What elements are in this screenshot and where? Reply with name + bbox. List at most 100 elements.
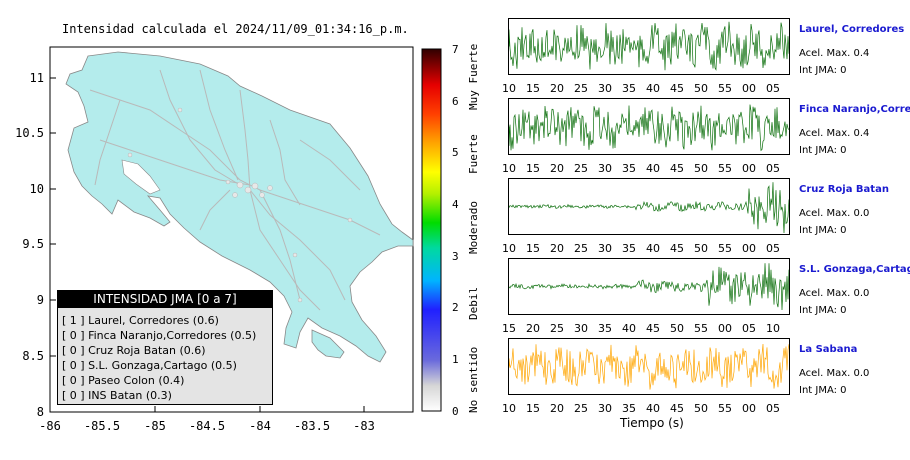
time-tick: 20 <box>550 162 564 175</box>
time-tick: 00 <box>742 242 756 255</box>
page-title: Intensidad calculada el 2024/11/09_01:34… <box>62 22 409 36</box>
time-tick: 05 <box>742 322 756 335</box>
lat-tick: 10.5 <box>15 126 44 140</box>
time-tick: 45 <box>670 242 684 255</box>
time-tick: 25 <box>574 82 588 95</box>
trace-time-ticks: 10 15 20 25 30 35 40 45 50 55 00 05 <box>500 402 800 415</box>
time-tick: 20 <box>550 82 564 95</box>
legend-row: [ 0 ] INS Batan (0.3) <box>62 389 172 402</box>
station-accel: Acel. Max. 0.4 <box>799 128 870 139</box>
colorbar-tick: 0 <box>452 405 459 418</box>
station-name: S.L. Gonzaga,Cartago <box>799 264 910 275</box>
time-tick: 50 <box>694 82 708 95</box>
station-jma: Int JMA: 0 <box>799 385 847 396</box>
time-tick: 35 <box>622 242 636 255</box>
time-tick: 50 <box>670 322 684 335</box>
time-tick: 35 <box>622 402 636 415</box>
trace-panel <box>508 258 790 315</box>
lon-tick: -85 <box>144 419 166 433</box>
station-accel: Acel. Max. 0.4 <box>799 48 870 59</box>
time-tick: 15 <box>526 242 540 255</box>
time-tick: 00 <box>742 82 756 95</box>
legend-row: [ 0 ] Paseo Colon (0.4) <box>62 374 185 387</box>
time-tick: 10 <box>766 322 780 335</box>
station-jma: Int JMA: 0 <box>799 225 847 236</box>
colorbar-tick: 5 <box>452 146 459 159</box>
time-tick: 55 <box>718 402 732 415</box>
time-tick: 30 <box>598 162 612 175</box>
lat-tick: 11 <box>30 71 44 85</box>
lat-axis: 11 10.5 10 9.5 9 8.5 8 <box>15 71 56 419</box>
waveform-line <box>509 104 789 152</box>
time-tick: 45 <box>670 82 684 95</box>
lon-tick: -84.5 <box>189 419 225 433</box>
station-name: Laurel, Corredores <box>799 24 905 35</box>
time-tick: 05 <box>766 162 780 175</box>
trace-panel <box>508 98 790 155</box>
waveform <box>509 182 789 234</box>
time-tick: 00 <box>742 162 756 175</box>
time-tick: 35 <box>598 322 612 335</box>
trace-panel <box>508 338 790 395</box>
time-tick: 30 <box>574 322 588 335</box>
waveform <box>509 343 789 390</box>
waveform-line <box>509 21 789 71</box>
lon-tick: -85.5 <box>84 419 120 433</box>
time-tick: 35 <box>622 162 636 175</box>
legend-row: [ 0 ] Finca Naranjo,Corredores (0.5) <box>62 329 257 342</box>
lon-tick: -83.5 <box>294 419 330 433</box>
time-tick: 25 <box>574 242 588 255</box>
trace-panel <box>508 18 790 75</box>
time-tick: 55 <box>718 162 732 175</box>
time-tick: 40 <box>646 402 660 415</box>
gulf-of-nicoya <box>121 159 161 195</box>
colorbar-tick: 7 <box>452 43 459 56</box>
station-jma: Int JMA: 0 <box>799 305 847 316</box>
time-tick: 15 <box>526 402 540 415</box>
time-tick: 25 <box>574 402 588 415</box>
trace-time-ticks: 15 20 25 30 35 40 45 50 55 00 05 10 <box>500 322 800 335</box>
waveform-line <box>509 263 789 311</box>
station-jma: Int JMA: 0 <box>799 65 847 76</box>
category-label: Debil <box>467 287 480 320</box>
colorbar-gradient <box>421 48 442 412</box>
colorbar-tick: 1 <box>452 353 459 366</box>
intensity-colorbar: 7 6 5 4 3 2 1 0 Muy Fuerte Fuerte Modera… <box>421 43 480 418</box>
time-tick: 40 <box>646 162 660 175</box>
time-tick: 40 <box>622 322 636 335</box>
station-name: Finca Naranjo,Corredores <box>799 104 910 115</box>
intensity-legend: INTENSIDAD JMA [0 a 7] [ 1 ] Laurel, Cor… <box>57 290 273 405</box>
colorbar-tick: 3 <box>452 250 459 263</box>
colorbar-tick: 4 <box>452 198 459 211</box>
time-tick: 55 <box>718 82 732 95</box>
waveform <box>509 263 789 311</box>
station-accel: Acel. Max. 0.0 <box>799 288 870 299</box>
time-tick: 00 <box>718 322 732 335</box>
time-tick: 15 <box>526 162 540 175</box>
time-tick: 10 <box>502 402 516 415</box>
waveform-line <box>509 343 789 390</box>
time-tick: 30 <box>598 82 612 95</box>
time-tick: 55 <box>694 322 708 335</box>
time-tick: 10 <box>502 242 516 255</box>
time-tick: 50 <box>694 402 708 415</box>
time-tick: 45 <box>646 322 660 335</box>
legend-row: [ 0 ] S.L. Gonzaga,Cartago (0.5) <box>62 359 237 372</box>
time-tick: 05 <box>766 242 780 255</box>
time-tick: 45 <box>670 162 684 175</box>
lat-tick: 8.5 <box>22 349 44 363</box>
time-tick: 40 <box>646 242 660 255</box>
station-accel: Acel. Max. 0.0 <box>799 368 870 379</box>
trace-time-ticks: 10 15 20 25 30 35 40 45 50 55 00 05 <box>500 82 800 95</box>
waveform <box>509 21 789 71</box>
station-name: Cruz Roja Batan <box>799 184 889 195</box>
time-tick: 05 <box>766 82 780 95</box>
time-tick: 30 <box>598 242 612 255</box>
lon-tick: -84 <box>249 419 271 433</box>
trace-time-ticks: 10 15 20 25 30 35 40 45 50 55 00 05 <box>500 162 800 175</box>
lat-tick: 8 <box>37 405 44 419</box>
time-tick: 00 <box>742 402 756 415</box>
city-markers <box>127 107 353 303</box>
road-network <box>89 69 381 311</box>
time-tick: 20 <box>550 242 564 255</box>
